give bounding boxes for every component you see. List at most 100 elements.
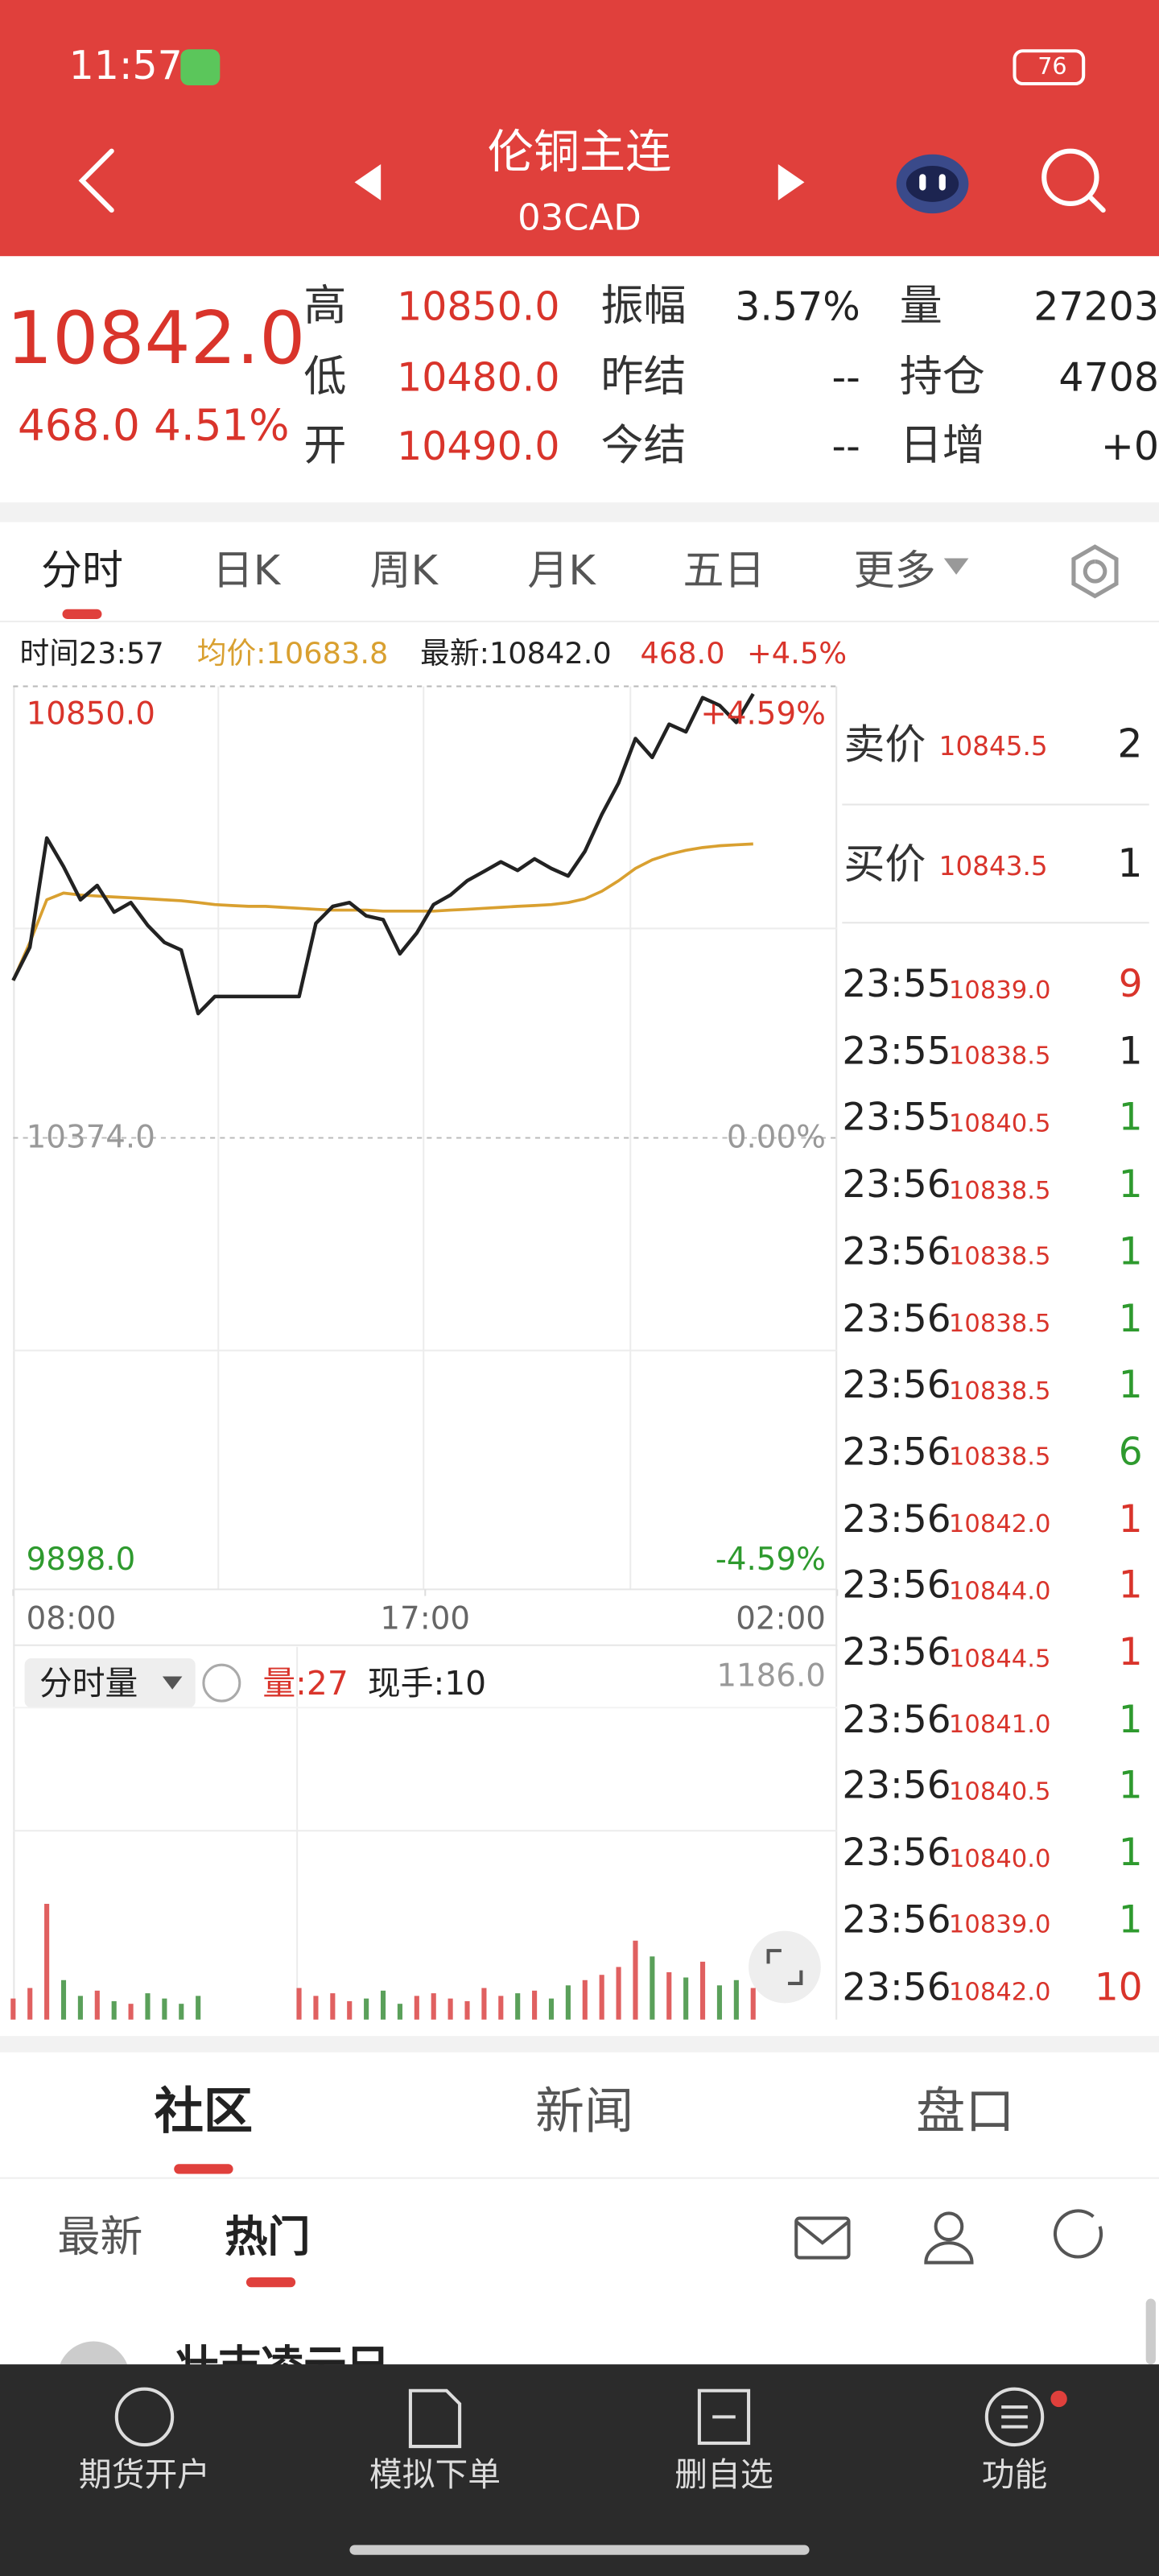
- trade-time: 23:55: [842, 1030, 951, 1074]
- trade-vol: 1: [1118, 1231, 1143, 1274]
- trade-price: 10839.0: [948, 1909, 1051, 1940]
- trade-time: 23:56: [842, 1164, 951, 1208]
- search-button[interactable]: [1041, 148, 1099, 206]
- volume-bar: [548, 1998, 555, 2020]
- next-contract[interactable]: [777, 163, 805, 200]
- volume-bar: [616, 1967, 621, 2020]
- field-label: 量: [899, 282, 942, 332]
- book-price: 10845.5: [938, 730, 1048, 762]
- volume-bar: [44, 1904, 50, 2020]
- volume-bar: [716, 1985, 723, 2020]
- mail-button[interactable]: [794, 2216, 851, 2260]
- volume-bar: [650, 1956, 655, 2020]
- community-border: [0, 2177, 1159, 2179]
- last-price: 10842.0: [6, 297, 306, 382]
- tab[interactable]: 月K: [527, 546, 596, 594]
- trade-vol: 1: [1118, 1899, 1143, 1942]
- info-pct: +4.5%: [747, 636, 848, 671]
- x-tick-label: 08:00: [26, 1600, 117, 1637]
- pct-label: 0.00%: [726, 1119, 826, 1155]
- tab-indicator: [245, 2277, 296, 2288]
- book-vol: 2: [1117, 720, 1143, 767]
- trade-vol: 10: [1094, 1966, 1143, 2009]
- trade-price: 10844.0: [948, 1575, 1051, 1606]
- tab[interactable]: 日K: [212, 546, 281, 594]
- nav-item[interactable]: 删自选: [674, 2454, 773, 2495]
- nav-item[interactable]: 模拟下单: [369, 2454, 501, 2495]
- trade-vol: 6: [1118, 1431, 1143, 1475]
- book-vol: 1: [1117, 840, 1143, 887]
- field-label: 今结: [600, 422, 687, 472]
- more-arrow: [943, 558, 969, 575]
- function-icon[interactable]: [984, 2387, 1045, 2447]
- tab-border: [0, 620, 1159, 623]
- trade-price: 10840.5: [948, 1108, 1051, 1138]
- volume-bar: [448, 1998, 453, 2020]
- volume-bar: [60, 1979, 67, 2020]
- community-tab[interactable]: 盘口: [916, 2083, 1015, 2141]
- trade-price: 10842.0: [948, 1509, 1051, 1539]
- volume-bar: [364, 1998, 369, 2020]
- community-subtab[interactable]: 最新: [57, 2213, 143, 2263]
- field-value: 27203: [1033, 283, 1159, 330]
- volume-bar: [699, 1961, 706, 2020]
- prev-contract[interactable]: [354, 163, 382, 200]
- volume-bar: [77, 1996, 83, 2020]
- tab[interactable]: 分时: [40, 546, 123, 594]
- field-label: 持仓: [899, 353, 985, 402]
- trade-time: 23:56: [842, 1498, 951, 1542]
- y-tick-label: 1186.0: [716, 1657, 826, 1694]
- x-tick-label: 02:00: [736, 1600, 826, 1637]
- scrollbar: [1145, 2298, 1156, 2365]
- help-icon[interactable]: [202, 1663, 241, 1703]
- field-label: 振幅: [600, 282, 687, 332]
- sim-order-icon[interactable]: [408, 2388, 462, 2449]
- change-pct: 4.51%: [154, 402, 290, 452]
- volume-bar: [397, 2004, 402, 2020]
- tab[interactable]: 周K: [369, 546, 438, 594]
- mail-glyph: [794, 2220, 850, 2245]
- community-tab[interactable]: 新闻: [534, 2083, 634, 2141]
- trade-time: 23:56: [842, 1699, 951, 1742]
- tab[interactable]: 五日: [683, 546, 765, 594]
- trade-vol: 1: [1118, 1699, 1143, 1742]
- back-button[interactable]: [78, 148, 114, 213]
- user-button[interactable]: [934, 2211, 964, 2242]
- refresh-button[interactable]: [1053, 2209, 1103, 2259]
- settings-button[interactable]: [1071, 544, 1119, 599]
- trade-price: 10838.5: [948, 1241, 1051, 1272]
- volume-arrow: [162, 1676, 183, 1690]
- community-tab[interactable]: 社区: [154, 2083, 254, 2141]
- volume-selector[interactable]: [24, 1658, 196, 1708]
- trade-price: 10838.5: [948, 1375, 1051, 1406]
- trade-vol: 1: [1118, 1164, 1143, 1208]
- account-icon[interactable]: [114, 2387, 175, 2447]
- x-tick-label: 17:00: [380, 1600, 471, 1637]
- trade-price: 10838.5: [948, 1442, 1051, 1472]
- trade-price: 10844.5: [948, 1642, 1051, 1673]
- field-label: 昨结: [600, 353, 687, 402]
- field-value: --: [831, 423, 860, 470]
- watchlist-icon[interactable]: [697, 2388, 751, 2446]
- volume-bar: [481, 1988, 487, 2020]
- community-subtab[interactable]: 热门: [225, 2213, 311, 2263]
- nav-item[interactable]: 功能: [981, 2454, 1048, 2495]
- volume-bar: [431, 1993, 436, 2020]
- info-latest: 最新:10842.0: [420, 636, 612, 671]
- trade-vol: 9: [1118, 964, 1143, 1007]
- nav-item[interactable]: 期货开户: [78, 2454, 211, 2495]
- volume-bar: [515, 1993, 521, 2020]
- volume-bar: [179, 2004, 184, 2020]
- volume-qty: 量:27: [262, 1663, 349, 1703]
- info-change: 468.0: [640, 636, 725, 671]
- tab[interactable]: 更多: [853, 546, 936, 594]
- field-value: 4708: [1058, 354, 1159, 401]
- field-value: --: [831, 354, 860, 401]
- status-time: 11:57: [68, 43, 183, 89]
- trade-price: 10838.5: [948, 1174, 1051, 1205]
- robot-icon[interactable]: [896, 154, 969, 214]
- user-glyph: [924, 2241, 974, 2264]
- trade-time: 23:56: [842, 1298, 951, 1341]
- volume-bar: [633, 1940, 638, 2020]
- volume-bar: [498, 1996, 504, 2020]
